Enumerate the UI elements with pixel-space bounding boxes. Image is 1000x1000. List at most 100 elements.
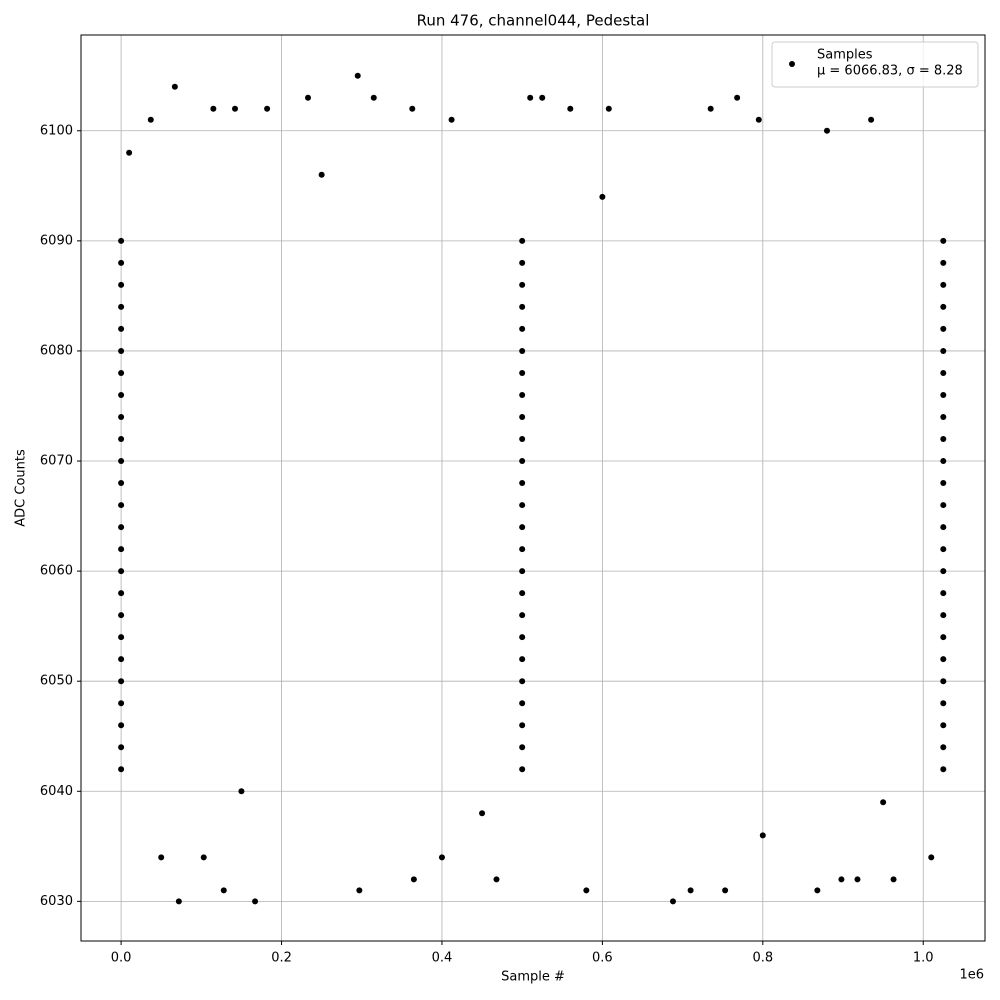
point [519, 480, 526, 487]
point [147, 116, 154, 123]
point [940, 612, 947, 619]
point [118, 612, 125, 619]
legend-box [771, 41, 979, 88]
point [210, 105, 217, 112]
y-tick-label: 6080 [40, 343, 73, 358]
point [838, 876, 845, 883]
point [940, 678, 947, 685]
x-tick-label: 1.0 [913, 951, 934, 966]
x-tick-label: 0.0 [111, 951, 132, 966]
point [519, 722, 526, 729]
point [940, 413, 947, 420]
x-tick-label: 0.6 [592, 951, 613, 966]
point [118, 700, 125, 707]
y-tick-label: 6060 [40, 564, 73, 579]
point [126, 149, 133, 156]
point [252, 898, 259, 905]
x-tick-label: 0.8 [752, 951, 773, 966]
point [118, 480, 125, 487]
point [940, 634, 947, 641]
point [354, 72, 361, 79]
y-tick-label: 6100 [40, 123, 73, 138]
point [118, 347, 125, 354]
point [409, 105, 416, 112]
point [940, 458, 947, 465]
point [118, 590, 125, 597]
point [519, 237, 526, 244]
point [519, 281, 526, 288]
point [940, 391, 947, 398]
point [940, 281, 947, 288]
point [940, 568, 947, 575]
point [722, 887, 729, 894]
point [583, 887, 590, 894]
point [232, 105, 239, 112]
y-tick-label: 6050 [40, 674, 73, 689]
legend-note: μ = 6066.83, σ = 8.28 [817, 64, 963, 79]
point [118, 546, 125, 553]
point [519, 590, 526, 597]
point [519, 656, 526, 663]
x-tick-label: 0.4 [432, 951, 453, 966]
point [118, 369, 125, 376]
point [479, 810, 486, 817]
point [519, 436, 526, 443]
point [118, 391, 125, 398]
point [200, 854, 207, 861]
point [318, 171, 325, 178]
point [519, 766, 526, 773]
point [118, 722, 125, 729]
point [158, 854, 165, 861]
point [238, 788, 245, 795]
point [118, 458, 125, 465]
point [519, 634, 526, 641]
point [940, 325, 947, 332]
point [527, 94, 534, 101]
point [940, 524, 947, 531]
legend-label: Samples [817, 48, 873, 63]
point [519, 391, 526, 398]
point [940, 237, 947, 244]
x-tick-label: 0.2 [271, 951, 292, 966]
point [868, 116, 875, 123]
point [605, 105, 612, 112]
point [940, 656, 947, 663]
point [823, 127, 830, 134]
point [305, 94, 312, 101]
point [519, 347, 526, 354]
point [118, 281, 125, 288]
x-offset-label: 1e6 [959, 968, 984, 983]
point [118, 656, 125, 663]
point [940, 436, 947, 443]
point [171, 83, 178, 90]
point [940, 590, 947, 597]
point [880, 799, 887, 806]
point [118, 766, 125, 773]
point [519, 700, 526, 707]
point [940, 700, 947, 707]
point [519, 568, 526, 575]
point [519, 502, 526, 509]
point [940, 369, 947, 376]
y-axis-label: ADC Counts [14, 449, 29, 527]
point [539, 94, 546, 101]
point [519, 458, 526, 465]
point [814, 887, 821, 894]
legend-marker [789, 61, 795, 67]
point [940, 546, 947, 553]
chart-title: Run 476, channel044, Pedestal [417, 12, 650, 30]
point [734, 94, 741, 101]
point [759, 832, 766, 839]
point [370, 94, 377, 101]
point [599, 193, 606, 200]
plot-frame [80, 34, 986, 942]
point [448, 116, 455, 123]
point [687, 887, 694, 894]
point [940, 766, 947, 773]
point [118, 502, 125, 509]
y-tick-label: 6030 [40, 894, 73, 909]
point [519, 413, 526, 420]
point [519, 524, 526, 531]
